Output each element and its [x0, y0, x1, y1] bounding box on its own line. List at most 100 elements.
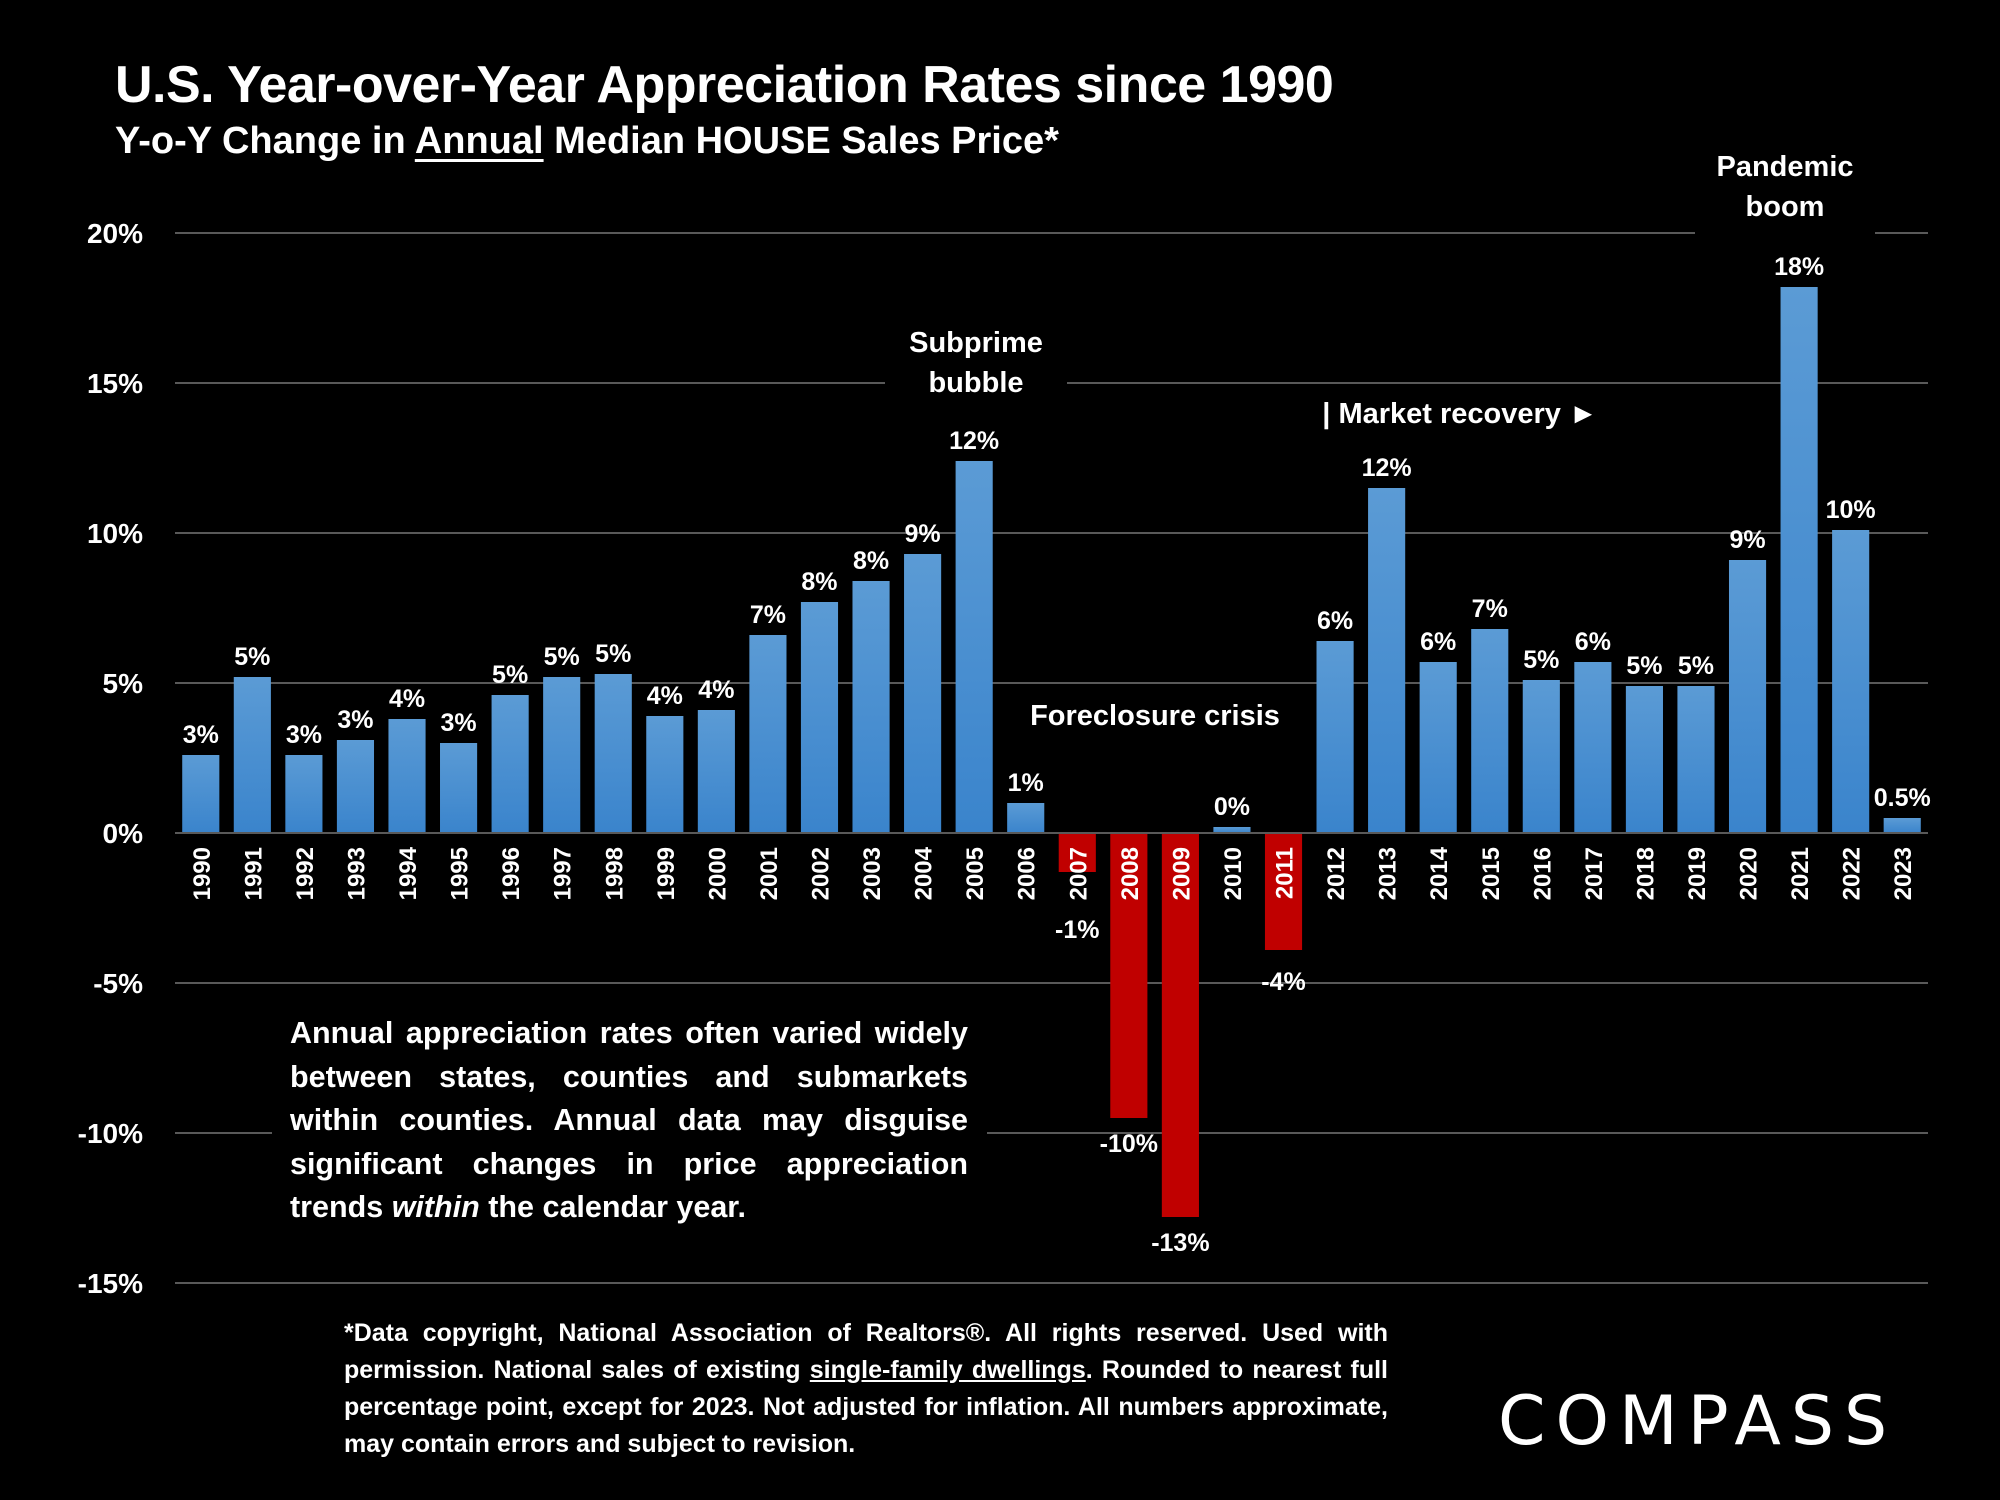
x-tick-label: 2012	[1323, 847, 1350, 900]
data-labels: 3% 5% 3% 3% 4% 3% 5% 5% 5% 4% 4% 7% 8% 8% 9% 12% 1% -1% -1…	[183, 253, 1931, 1257]
note-italic: within	[391, 1190, 480, 1224]
bar-2020	[1728, 560, 1767, 833]
footnote: *Data copyright, National Association of…	[344, 1315, 1388, 1463]
bar-1991	[233, 677, 271, 833]
x-tick-label: 2014	[1426, 846, 1453, 900]
x-tick-label: 1991	[240, 847, 267, 900]
bar-2007	[1058, 833, 1096, 872]
bar-2022	[1832, 530, 1870, 833]
x-tick-label: 2022	[1839, 847, 1866, 900]
bar-1997	[543, 677, 581, 833]
data-label: 18%	[1774, 253, 1824, 281]
bar-1990	[182, 755, 220, 833]
x-tick-label: 2016	[1529, 847, 1556, 900]
x-tick-label: 1997	[550, 847, 577, 900]
x-tick-label: 2017	[1581, 847, 1608, 900]
data-label: 0%	[1214, 793, 1250, 821]
x-tick-label: 2015	[1478, 847, 1505, 900]
data-label: -10%	[1100, 1130, 1158, 1158]
y-tick-label: 20%	[87, 218, 143, 249]
data-label: 3%	[441, 709, 477, 737]
bar-1994	[388, 719, 426, 833]
x-tick-label: 1993	[343, 847, 370, 900]
x-tick-label: 2007	[1065, 847, 1092, 900]
bar-2019	[1677, 686, 1715, 833]
data-label: 4%	[647, 682, 683, 710]
annotation-text: bubble	[928, 367, 1023, 399]
bar-2004	[904, 554, 942, 833]
bar-2008	[1110, 833, 1148, 1118]
bar-2000	[697, 710, 735, 833]
y-tick-label: 15%	[87, 368, 143, 399]
bar-2023	[1883, 818, 1921, 833]
bar-1995	[440, 743, 478, 833]
bar-2011	[1264, 833, 1303, 950]
data-label: 3%	[183, 721, 219, 749]
data-label: 5%	[234, 643, 270, 671]
data-label: 6%	[1575, 628, 1611, 656]
data-label: 3%	[337, 706, 373, 734]
bar-2017	[1574, 662, 1612, 833]
pandemic-mask	[1695, 210, 1875, 258]
bar-2013	[1368, 488, 1406, 833]
x-tick-label: 2006	[1014, 847, 1041, 900]
data-label: 5%	[544, 643, 580, 671]
data-label: 7%	[750, 601, 786, 629]
annotation-masks	[272, 210, 1875, 1240]
x-tick-label: 2021	[1787, 847, 1814, 900]
x-tick-label: 1992	[292, 847, 319, 900]
data-label: 10%	[1826, 496, 1876, 524]
annotation-text: Foreclosure crisis	[1030, 700, 1280, 732]
subtitle-underlined: Annual	[414, 120, 544, 162]
bar-1993	[336, 740, 375, 833]
explanatory-note: Annual appreciation rates often varied w…	[290, 1012, 968, 1230]
bar-2010	[1213, 827, 1251, 833]
bar-2021	[1780, 287, 1818, 833]
y-tick-label: 0%	[103, 818, 144, 849]
compass-logo: COMPASS	[1498, 1382, 1898, 1461]
data-label: 4%	[698, 676, 734, 704]
y-tick-label: -15%	[78, 1268, 143, 1299]
subtitle-post: Median HOUSE Sales Price*	[543, 120, 1059, 162]
data-label: 6%	[1317, 607, 1353, 635]
data-label: -1%	[1055, 916, 1099, 944]
x-tick-label: 1994	[395, 846, 422, 900]
data-label: 12%	[1362, 454, 1412, 482]
bar-2001	[749, 635, 787, 833]
bar-2015	[1471, 629, 1509, 833]
data-label: 5%	[595, 640, 631, 668]
bar-2006	[1007, 803, 1045, 833]
data-label: 8%	[801, 568, 837, 596]
chart-title: U.S. Year-over-Year Appreciation Rates s…	[115, 56, 1334, 114]
data-label: 3%	[286, 721, 322, 749]
x-tick-label: 2002	[807, 847, 834, 900]
data-label: 4%	[389, 685, 425, 713]
data-label: 12%	[949, 427, 999, 455]
data-label: 0.5%	[1874, 784, 1931, 812]
note-text: Annual appreciation rates often varied w…	[290, 1016, 968, 1224]
x-axis-ticks: 1990 1991 1992 1993 1994 1995 1996 1997 1998 1999…	[189, 846, 1917, 900]
x-tick-label: 2023	[1890, 847, 1917, 900]
data-label: 9%	[905, 520, 941, 548]
x-tick-label: 2009	[1168, 847, 1195, 900]
bar-2003	[852, 581, 890, 833]
bar-2014	[1419, 662, 1457, 833]
x-tick-label: 2013	[1375, 847, 1402, 900]
data-label: 6%	[1420, 628, 1456, 656]
subprime-mask	[885, 360, 1067, 408]
annotation-text: Pandemic	[1717, 151, 1854, 183]
data-label: 1%	[1008, 769, 1044, 797]
x-tick-label: 1999	[653, 847, 680, 900]
x-tick-label: 2000	[704, 847, 731, 900]
y-tick-label: 10%	[87, 518, 143, 549]
x-tick-label: 1996	[498, 847, 525, 900]
x-tick-label: 2001	[756, 847, 783, 900]
x-tick-label: 2020	[1736, 847, 1763, 900]
data-label: -4%	[1261, 968, 1305, 996]
bar-2016	[1522, 680, 1560, 833]
x-tick-label: 2008	[1117, 847, 1144, 900]
x-tick-label: 1995	[447, 847, 474, 900]
data-label: 8%	[853, 547, 889, 575]
annotation-text: Subprime	[909, 327, 1043, 359]
